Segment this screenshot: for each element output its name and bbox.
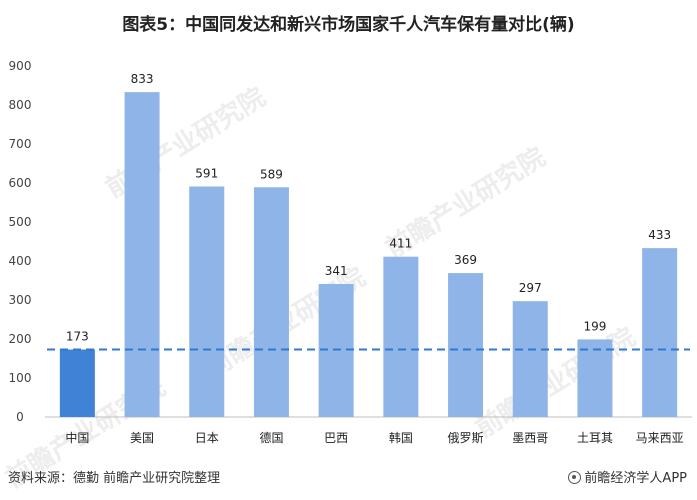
watermark-text: 前瞻产业研究院 [470, 321, 641, 444]
category-labels-group: 中国 美国 日本 德国 巴西 韩国 俄罗斯 墨西哥 土耳其 马来西亚 [65, 430, 683, 445]
bar-中国 [59, 349, 95, 417]
data-label: 341 [325, 264, 348, 278]
data-label: 297 [519, 281, 542, 295]
data-label: 833 [131, 72, 154, 86]
category-label: 墨西哥 [512, 431, 548, 445]
y-tick-label: 800 [9, 98, 32, 112]
category-label: 巴西 [324, 431, 348, 445]
category-label: 俄罗斯 [448, 431, 484, 445]
data-label: 589 [260, 167, 283, 181]
y-axis: 0 100 200 300 400 500 600 700 800 900 [9, 59, 692, 424]
data-labels-group: 173 833 591 589 341 411 369 297 199 433 [66, 72, 671, 343]
brand-logo-icon [568, 471, 582, 484]
category-label: 德国 [259, 430, 283, 445]
source-note: 资料来源：德勤 前瞻产业研究院整理 [8, 471, 221, 486]
data-label: 411 [389, 237, 412, 251]
y-tick-label: 700 [9, 137, 32, 151]
bar-俄罗斯 [448, 273, 484, 417]
category-label: 美国 [130, 431, 154, 445]
chart-title: 图表5：中国同发达和新兴市场国家千人汽车保有量对比(辆) [122, 15, 575, 35]
bar-墨西哥 [512, 301, 548, 417]
category-label: 韩国 [389, 430, 413, 445]
data-label: 433 [648, 228, 671, 242]
brand-name: 前瞻经济学人APP [584, 471, 687, 486]
data-label: 591 [195, 167, 218, 181]
category-label: 日本 [195, 431, 219, 445]
y-tick-label: 600 [9, 176, 32, 190]
data-label: 173 [66, 330, 89, 344]
bar-马来西亚 [642, 248, 678, 417]
category-label: 中国 [65, 430, 89, 445]
category-label: 土耳其 [577, 431, 613, 445]
bar-土耳其 [577, 339, 613, 417]
bar-美国 [124, 92, 160, 417]
y-tick-label: 200 [9, 332, 32, 346]
y-tick-label: 0 [16, 410, 24, 424]
data-label: 199 [583, 319, 606, 333]
y-tick-label: 500 [9, 215, 32, 229]
y-tick-label: 100 [9, 371, 32, 385]
category-label: 马来西亚 [636, 431, 684, 445]
data-label: 369 [454, 253, 477, 267]
y-tick-label: 300 [9, 293, 32, 307]
brand-credit: 前瞻经济学人APP [568, 467, 687, 486]
y-tick-label: 900 [9, 59, 32, 73]
bar-日本 [189, 186, 225, 417]
y-tick-label: 400 [9, 254, 32, 268]
bar-德国 [253, 187, 289, 417]
bar-韩国 [383, 256, 419, 417]
bars-group [59, 92, 678, 417]
